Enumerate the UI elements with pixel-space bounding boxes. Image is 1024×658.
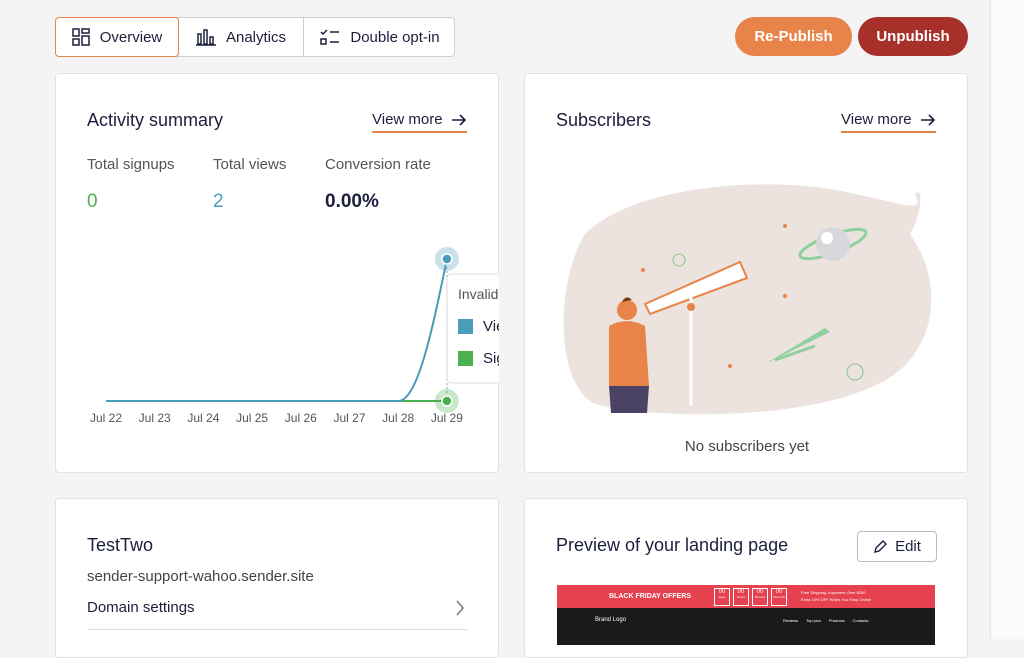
legend-swatch bbox=[458, 319, 473, 334]
countdown-unit: Hours bbox=[736, 595, 745, 599]
legend-label: Views: bbox=[483, 318, 499, 335]
tab-bar: Overview Analytics Double opt-in bbox=[55, 17, 455, 57]
checklist-icon bbox=[320, 29, 340, 45]
chevron-icon bbox=[456, 600, 464, 616]
site-card: TestTwo sender-support-wahoo.sender.site… bbox=[55, 498, 499, 658]
countdown-number: 00 bbox=[718, 589, 726, 595]
tab-label: Analytics bbox=[225, 28, 287, 46]
analytics-icon bbox=[195, 29, 216, 46]
stat-label: Total signups bbox=[87, 156, 175, 173]
view-more-link[interactable]: View more bbox=[372, 111, 467, 133]
series-line bbox=[106, 258, 448, 402]
stat-value: 0.00% bbox=[325, 191, 379, 212]
tooltip-row: Signups:0 bbox=[483, 350, 499, 367]
domain-text: sender-support-wahoo.sender.site bbox=[87, 568, 314, 585]
nav-item: Contacts bbox=[852, 618, 869, 623]
countdown: 00 Days 00 Hours 00 Minutes 00 Seconds bbox=[714, 588, 787, 606]
countdown-number: 00 bbox=[775, 589, 783, 595]
point bbox=[441, 253, 453, 265]
stat-label: Total views bbox=[213, 156, 287, 173]
overview-icon bbox=[71, 28, 90, 46]
pencil-icon bbox=[874, 539, 888, 553]
countdown-box: 00 Days bbox=[714, 588, 730, 606]
countdown-number: 00 bbox=[737, 589, 745, 595]
subscribers-card: Subscribers View more No subscribers yet bbox=[524, 73, 968, 473]
countdown-box: 00 Hours bbox=[733, 588, 749, 606]
card-title: Subscribers bbox=[556, 110, 652, 130]
unpublish-button[interactable]: Unpublish bbox=[858, 17, 968, 56]
legend-swatch bbox=[458, 351, 473, 366]
empty-message: No subscribers yet bbox=[684, 438, 810, 455]
tab-double-opt-in[interactable]: Double opt-in bbox=[304, 18, 456, 56]
button-text: Edit bbox=[895, 538, 921, 555]
page: Overview Analytics Double opt-in Re-Publ… bbox=[55, 0, 1024, 658]
brand-text: Brand Logo bbox=[595, 617, 627, 623]
tab-label: Double opt-in bbox=[350, 28, 440, 46]
card-title: Preview of your landing page bbox=[556, 535, 789, 555]
countdown-unit: Seconds bbox=[773, 595, 785, 599]
preview-nav: Reviews Top pics Products Contacts bbox=[783, 618, 868, 623]
nav-item: Reviews bbox=[783, 618, 799, 623]
countdown-box: 00 Minutes bbox=[752, 588, 768, 606]
card-title: TestTwo bbox=[87, 535, 154, 555]
x-tick-label: Jul 28 bbox=[382, 411, 414, 425]
link-text: View more bbox=[372, 111, 443, 128]
preview-card: Preview of your landing page Edit BLACK … bbox=[524, 498, 968, 658]
countdown-unit: Minutes bbox=[754, 595, 766, 599]
nav-item: Top pics bbox=[806, 618, 821, 623]
promo-text: Extra 15% OFF When You Shop Online bbox=[801, 597, 872, 602]
domain-settings-link[interactable]: Domain settings bbox=[87, 599, 467, 630]
x-tick-label: Jul 25 bbox=[236, 411, 268, 425]
point bbox=[441, 395, 453, 407]
arrow-icon bbox=[451, 113, 466, 126]
link-text: View more bbox=[841, 111, 912, 128]
x-tick-label: Jul 24 bbox=[187, 411, 219, 425]
republish-button[interactable]: Re-Publish bbox=[735, 17, 852, 56]
countdown-unit: Days bbox=[718, 595, 726, 599]
stat-value: 0 bbox=[87, 191, 98, 212]
promo-text: Free Shipping, Anywhere Over $200 bbox=[801, 590, 866, 595]
x-tick-label: Jul 29 bbox=[431, 411, 463, 425]
tab-label: Overview bbox=[99, 28, 163, 46]
activity-card: Activity summary View more Total signups… bbox=[55, 73, 499, 473]
x-tick-label: Jul 23 bbox=[139, 411, 171, 425]
stat-label: Conversion rate bbox=[325, 156, 431, 173]
arrow-icon bbox=[920, 113, 935, 126]
x-tick-label: Jul 22 bbox=[90, 411, 122, 425]
x-tick-label: Jul 27 bbox=[333, 411, 365, 425]
stat-value: 2 bbox=[213, 191, 224, 212]
card-title: Activity summary bbox=[87, 110, 224, 130]
x-tick-label: Jul 26 bbox=[285, 411, 317, 425]
legend-label: Signups: bbox=[483, 350, 499, 367]
countdown-box: 00 Seconds bbox=[771, 588, 787, 606]
tooltip-title: Invalid Date bbox=[458, 286, 499, 302]
banner-text: BLACK FRIDAY OFFERS bbox=[609, 593, 692, 600]
tab-overview[interactable]: Overview bbox=[55, 17, 179, 57]
activity-chart: Jul 22 Jul 23 Jul 24 Jul 25 Jul 26 Jul 27 Jul … bbox=[90, 247, 499, 425]
preview-banner bbox=[557, 585, 935, 608]
view-more-link[interactable]: View more bbox=[841, 111, 936, 133]
tab-analytics[interactable]: Analytics bbox=[179, 18, 304, 56]
tooltip-row: Views:2 bbox=[483, 318, 499, 335]
nav-item: Products bbox=[828, 618, 845, 623]
right-strip bbox=[990, 0, 1024, 639]
edit-button[interactable]: Edit bbox=[857, 531, 937, 562]
empty-illustration bbox=[563, 184, 932, 415]
countdown-number: 00 bbox=[756, 589, 764, 595]
link-text: Domain settings bbox=[87, 599, 195, 616]
page-preview: BLACK FRIDAY OFFERS 00 Days 00 Hours 00 Minut… bbox=[557, 585, 935, 645]
